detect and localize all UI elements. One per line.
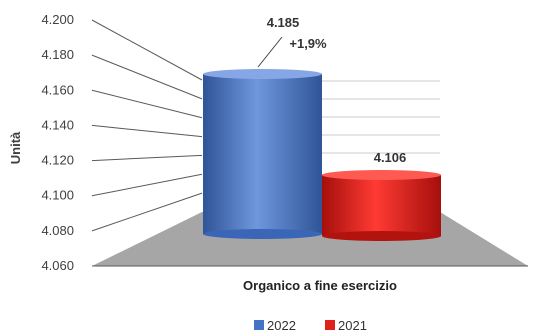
legend-label-2021: 2021: [338, 318, 367, 333]
gridline: [91, 192, 203, 232]
gridline: [91, 154, 203, 162]
y-tick-label: 4.200: [41, 12, 74, 27]
y-tick-label: 4.100: [41, 188, 74, 203]
legend-label-2022: 2022: [267, 318, 296, 333]
gridline: [91, 89, 203, 119]
y-tick-label: 4.080: [41, 223, 74, 238]
annotation-percent: +1,9%: [289, 36, 327, 51]
legend-swatch-2021: [325, 320, 335, 330]
data-label-2022: 4.185: [267, 15, 300, 30]
y-tick-label: 4.160: [41, 82, 74, 97]
data-label-2021: 4.106: [374, 150, 407, 165]
y-tick-label: 4.060: [41, 258, 74, 273]
annotation-leader: [257, 36, 283, 68]
gridline: [91, 124, 203, 138]
legend-swatch-2022: [254, 320, 264, 330]
back-gridlines: [322, 80, 440, 154]
y-axis-ticks: 4.060 4.080 4.100 4.120 4.140 4.160 4.180 4.200: [41, 12, 74, 273]
x-axis-category: Organico a fine esercizio: [243, 278, 397, 293]
gridlines: [91, 19, 203, 232]
y-axis-label: Unità: [8, 131, 23, 164]
gridline: [91, 173, 203, 197]
y-tick-label: 4.180: [41, 47, 74, 62]
bar-2021: [322, 170, 441, 241]
y-tick-label: 4.120: [41, 153, 74, 168]
legend: 2022 2021: [254, 318, 367, 333]
bar-2022: [203, 69, 322, 239]
y-tick-label: 4.140: [41, 117, 74, 132]
gridline: [91, 19, 203, 81]
gridline: [91, 54, 203, 100]
